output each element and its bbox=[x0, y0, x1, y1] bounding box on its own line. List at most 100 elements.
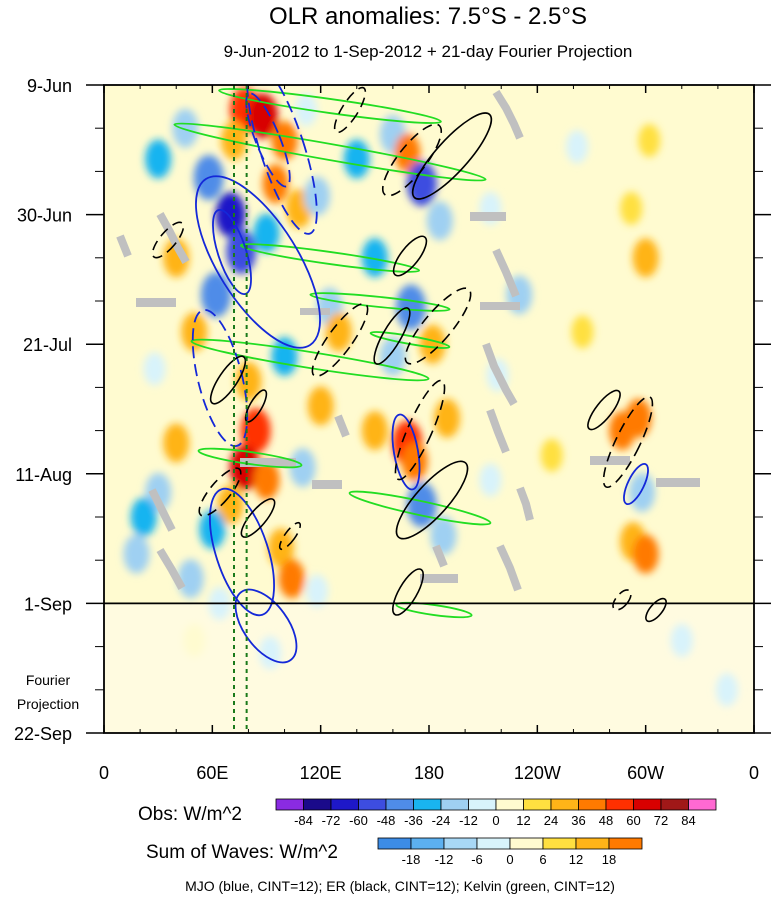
er-contour bbox=[240, 498, 276, 538]
chart-subtitle: 9-Jun-2012 to 1-Sep-2012 + 21-day Fourie… bbox=[224, 42, 633, 61]
colorbar-swatch bbox=[608, 837, 643, 850]
anomaly-cell bbox=[401, 441, 428, 481]
anomaly-cell bbox=[215, 192, 246, 238]
waves-colorbar: -18 -12 -6 0 6 12 18 bbox=[377, 837, 643, 867]
anomaly-cell bbox=[199, 509, 226, 549]
colorbar-swatch bbox=[633, 798, 662, 811]
anomaly-cell bbox=[419, 324, 446, 364]
colorbar-tick-label: 84 bbox=[681, 813, 695, 828]
colorbar-swatch bbox=[688, 798, 717, 811]
anomaly-cell bbox=[620, 191, 643, 225]
colorbar-tick-label: 12 bbox=[516, 813, 530, 828]
anomaly-cell bbox=[130, 497, 157, 537]
anomaly-cell bbox=[143, 352, 166, 386]
colorbar-tick-label: 0 bbox=[492, 813, 499, 828]
anomaly-cell bbox=[267, 528, 294, 568]
kelvin-contour bbox=[190, 338, 430, 382]
missing-data-streak bbox=[432, 544, 448, 568]
missing-data-streak bbox=[496, 544, 522, 592]
anomaly-cell bbox=[145, 139, 172, 179]
anomaly-cell bbox=[163, 238, 190, 278]
axes: 0 60E 120E 180 120W 60W 0 9-Jun 30-Jun 21-Jul 11-A… bbox=[14, 76, 771, 783]
colorbar-tick-label: 60 bbox=[626, 813, 640, 828]
missing-data-streaks bbox=[116, 89, 700, 592]
colorbar-swatch bbox=[509, 837, 544, 850]
colorbar-swatch bbox=[605, 798, 634, 811]
y-tick-label: 21-Jul bbox=[23, 335, 72, 355]
missing-data-streak bbox=[492, 89, 524, 140]
er-contour bbox=[404, 287, 472, 365]
anomaly-cells bbox=[123, 87, 738, 707]
anomaly-cell bbox=[625, 398, 652, 438]
mjo-contour bbox=[391, 413, 421, 491]
colorbar-swatch bbox=[523, 798, 552, 811]
colorbar-swatch bbox=[575, 837, 610, 850]
missing-data-streak bbox=[148, 488, 176, 532]
x-tick-label: 120E bbox=[300, 763, 342, 783]
anomaly-cell bbox=[395, 284, 426, 330]
anomaly-cell bbox=[325, 312, 352, 352]
kelvin-contour bbox=[395, 601, 473, 619]
anomaly-cell bbox=[540, 438, 563, 472]
colorbar-swatch bbox=[303, 798, 332, 811]
missing-data-streak bbox=[312, 480, 342, 489]
anomaly-cell bbox=[262, 164, 289, 204]
projection-label-line2: Projection bbox=[17, 696, 79, 712]
anomaly-cell bbox=[289, 448, 316, 488]
anomaly-cell bbox=[394, 133, 421, 173]
colorbar-tick-label: 72 bbox=[654, 813, 668, 828]
missing-data-streak bbox=[116, 234, 132, 258]
y-tick-label: 9-Jun bbox=[27, 76, 72, 96]
colorbar-swatch bbox=[413, 798, 442, 811]
anomaly-cell bbox=[240, 408, 271, 454]
kelvin-contour bbox=[239, 243, 421, 273]
mjo-contour bbox=[212, 209, 252, 295]
colorbar-swatch bbox=[660, 798, 689, 811]
anomaly-cell bbox=[361, 411, 388, 451]
colorbar-swatch bbox=[468, 798, 497, 811]
anomaly-cell bbox=[229, 445, 260, 491]
anomaly-cell bbox=[271, 337, 298, 377]
anomaly-cell bbox=[181, 312, 208, 352]
mjo-contour bbox=[209, 487, 275, 617]
er-contour bbox=[411, 112, 493, 200]
anomaly-cell bbox=[217, 485, 244, 525]
mjo-contour bbox=[191, 308, 249, 448]
colorbar-tick-label: -12 bbox=[459, 813, 478, 828]
colorbar-swatch bbox=[275, 798, 304, 811]
colorbar-tick-label: -18 bbox=[402, 852, 421, 867]
y-tick-label: 1-Sep bbox=[24, 594, 72, 614]
colorbar-tick-label: 24 bbox=[544, 813, 558, 828]
colorbar-tick-label: 0 bbox=[506, 852, 513, 867]
colorbar-tick-label: -84 bbox=[294, 813, 313, 828]
mjo-contour bbox=[234, 588, 298, 664]
missing-data-streak bbox=[156, 547, 186, 590]
projection-label-line1: Fourier bbox=[26, 672, 71, 688]
anomaly-cell bbox=[670, 623, 693, 657]
waves-colorbar-label: Sum of Waves: W/m^2 bbox=[146, 842, 338, 863]
er-contour bbox=[209, 355, 247, 405]
x-tick-label: 60E bbox=[196, 763, 228, 783]
colorbar-tick-label: -24 bbox=[432, 813, 451, 828]
missing-data-streak bbox=[420, 574, 458, 583]
kelvin-contour bbox=[218, 88, 442, 124]
anomaly-cell bbox=[200, 272, 231, 318]
x-tick-label: 0 bbox=[99, 763, 109, 783]
missing-data-streak bbox=[486, 408, 510, 454]
colorbar-swatch bbox=[443, 837, 478, 850]
anomaly-cell bbox=[278, 559, 305, 599]
colorbar-swatch bbox=[377, 837, 412, 850]
mjo-contour bbox=[195, 175, 321, 349]
anomaly-cell bbox=[307, 386, 334, 426]
kelvin-contour bbox=[348, 490, 492, 526]
y-tick-label: 30-Jun bbox=[17, 206, 72, 226]
missing-data-streak bbox=[334, 414, 350, 438]
colorbar-tick-label: -60 bbox=[349, 813, 368, 828]
colorbar-tick-label: -36 bbox=[404, 813, 423, 828]
anomaly-cell bbox=[306, 574, 329, 608]
missing-data-streak bbox=[470, 212, 506, 221]
projection-background bbox=[104, 604, 754, 733]
anomaly-cell bbox=[629, 472, 656, 512]
er-contour bbox=[278, 521, 302, 551]
